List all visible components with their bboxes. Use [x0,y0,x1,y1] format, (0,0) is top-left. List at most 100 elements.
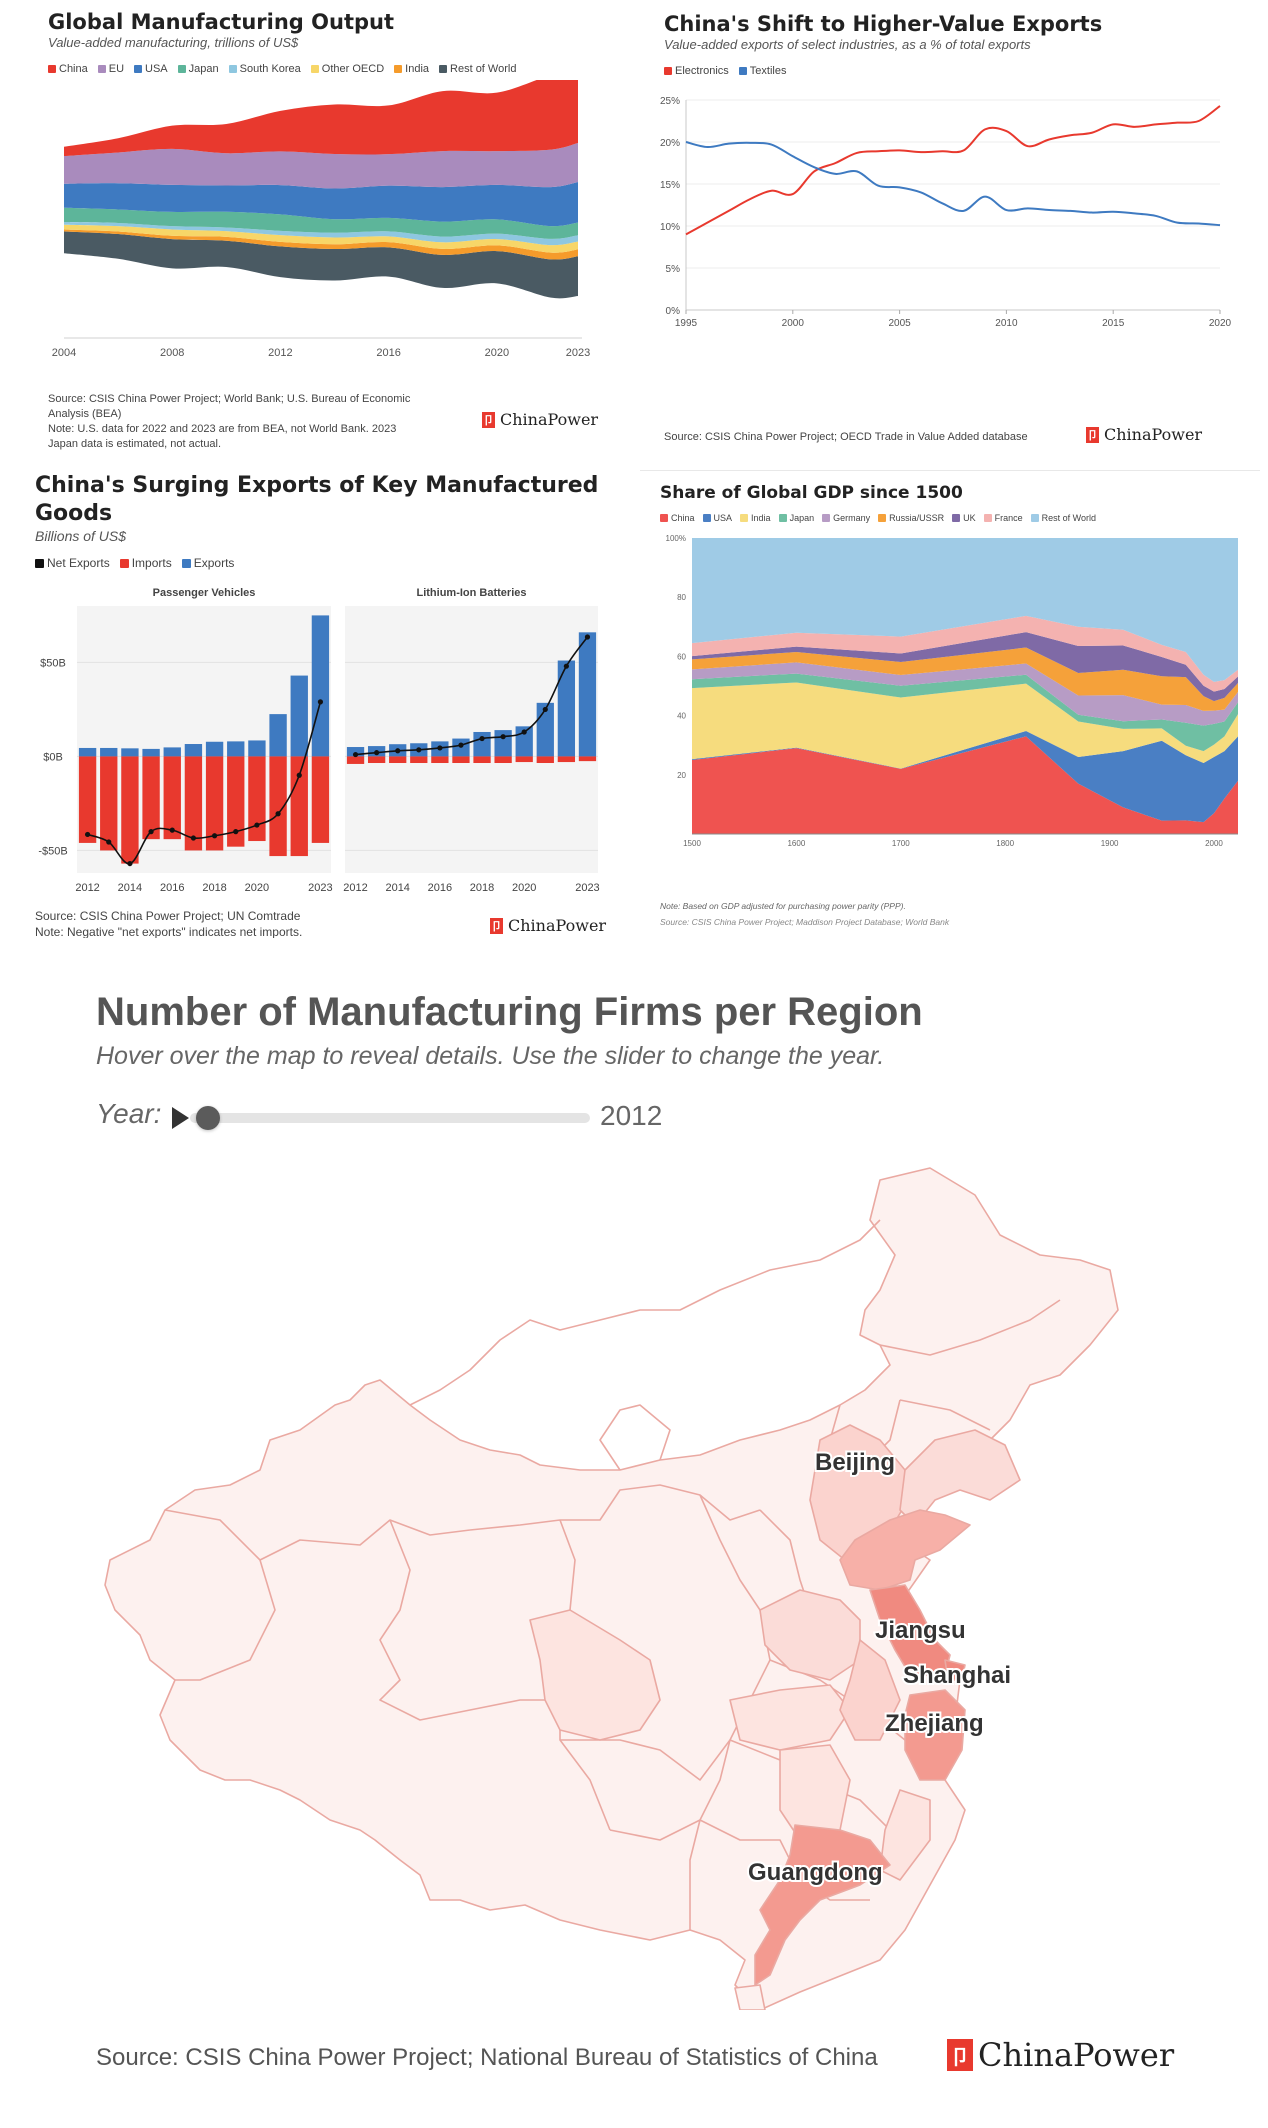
play-icon[interactable] [172,1107,189,1129]
legend-label: South Korea [239,63,301,75]
bar-exports [494,730,512,757]
bar-imports [578,756,597,762]
line-textiles [685,141,1221,227]
point-net-exports [211,833,218,839]
x-tick-label: 2000 [1205,839,1223,848]
x-tick-label: 2020 [485,347,509,359]
x-tick-label: 2018 [202,882,226,894]
map-label-shanghai: Shanghai [903,1662,1011,1689]
year-slider-track[interactable] [190,1113,590,1123]
legend-item: Russia/USSR [878,513,944,523]
bar-exports [184,744,203,757]
point-net-exports [542,706,548,713]
area-usa [692,730,1238,823]
bar-imports [269,756,287,857]
x-tick-label: 2020 [512,882,536,894]
province-hubei[interactable] [729,1684,851,1751]
legend-swatch [983,514,992,522]
legend-label: Other OECD [321,63,385,75]
bar-exports [205,741,224,757]
legend-label: Textiles [749,65,787,77]
source-line: Note: U.S. data for 2022 and 2023 are fr… [48,422,397,435]
manufacturing-area-chart: 2004 2008 2012 2016 2020 2023 [52,80,590,359]
bar-exports [100,747,118,757]
panel-surging-exports: China's Surging Exports of Key Manufactu… [25,468,625,938]
legend-swatch [740,514,749,522]
legend-label: India [405,63,430,75]
chart-title-line: China's Surging Exports of Key Manufactu… [35,473,599,498]
chart-subtitle: Value-added exports of select industries… [664,37,1031,52]
province-shanghai[interactable] [944,1659,966,1681]
x-tick-label: 2008 [160,347,184,359]
y-tick-label: 0% [666,306,681,317]
x-tick-label: 2014 [118,882,142,894]
legend-swatch [1030,514,1039,522]
legend-label: France [994,513,1023,523]
point-net-exports [275,811,281,817]
china-province-map[interactable]: Beijing Jiangsu Shanghai Zhejiang Guangd… [0,1140,1268,2010]
bar-exports [578,632,597,757]
bar-imports [389,756,407,764]
legend-item: Japan [177,63,219,75]
point-net-exports [416,747,422,753]
legend-swatch [97,65,106,73]
x-tick-label: 2020 [245,882,269,894]
chart-source: Source: CSIS China Power Project; Maddis… [660,917,950,927]
legend-item: Germany [822,513,870,523]
province-border [899,1399,991,1431]
legend-item: USA [134,63,168,75]
area-china [692,736,1238,834]
area-japan [64,207,578,239]
panel-background [345,606,598,873]
y-tick-label: 5% [666,264,681,275]
legend-item: South Korea [228,63,301,75]
province-hainan[interactable] [734,1984,766,2010]
year-value: 2012 [600,1100,663,1131]
chinapower-logo: 卩 ChinaPower [490,916,606,935]
province-fujian[interactable] [879,1789,931,1881]
legend-label: Rest of World [450,63,517,75]
map-source: Source: CSIS China Power Project; Nation… [96,2044,878,2071]
legend-item: UK [952,513,976,523]
source-line: Analysis (BEA) [48,407,122,420]
area-rest-of-world [64,231,578,299]
legend-swatch [952,514,961,522]
province-zhejiang[interactable] [904,1689,966,1781]
area-rest-of-world [692,538,1238,682]
brand-text: ChinaPower [500,410,599,429]
y-tick-label: -$50B [38,845,67,857]
bar-imports [473,756,491,764]
chart-legend: China USA India Japan Germany Russia/USSR UK Fr… [660,513,1096,523]
area-uk [692,632,1238,702]
brand-text: ChinaPower [508,916,607,935]
province-sichuan[interactable] [529,1609,661,1741]
y-tick-label: 20% [660,138,680,149]
x-tick-label: 1500 [683,839,701,848]
bar-exports [346,747,365,757]
bar-imports [184,756,203,851]
year-slider-handle[interactable] [196,1106,220,1130]
legend-item: Rest of World [1030,513,1097,523]
surging-exports-bar-chart: -$50B $0B $50B Passenger Vehicles 2012 2014 20… [38,587,599,894]
area-germany [692,662,1238,726]
legend-label: USA [713,513,733,523]
panel-title: Lithium-Ion Batteries [416,587,526,599]
legend-swatch [228,65,237,73]
legend-swatch [181,558,191,568]
province-guangdong[interactable] [754,1824,891,1986]
legend-label: USA [145,63,168,75]
legend-swatch [702,514,711,522]
chinapower-icon: 卩 [490,917,503,934]
province-shandong[interactable] [839,1509,971,1591]
legend-label: China [671,513,695,523]
point-net-exports [148,829,154,835]
legend-item: EU [97,63,124,75]
y-tick-label: 15% [660,180,680,191]
chart-source: Source: CSIS China Power Project; World … [48,392,448,451]
legend-label: Rest of World [1041,513,1097,523]
x-tick-label: 2015 [1102,318,1125,329]
province-anhui[interactable] [839,1639,901,1741]
chinapower-logo: 卩 ChinaPower [1086,425,1202,444]
chart-legend: Net Exports Imports Exports [35,556,234,570]
bar-imports [452,756,470,764]
